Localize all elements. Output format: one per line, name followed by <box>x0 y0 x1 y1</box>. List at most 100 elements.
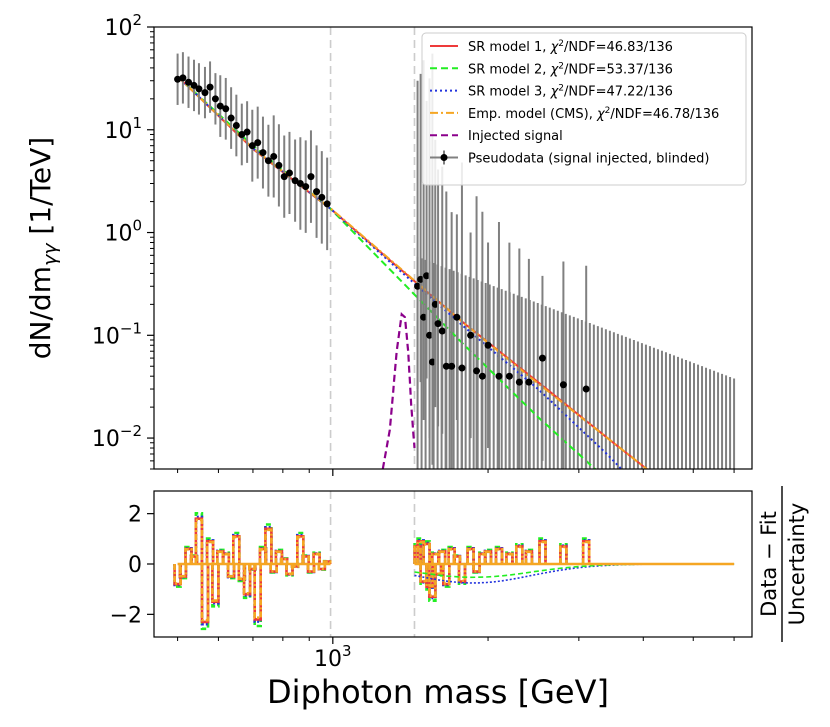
residual-vertical-lines <box>329 491 416 637</box>
y-tick-exp: −1 <box>120 319 142 337</box>
main-x-ticks <box>177 469 735 476</box>
data-point <box>423 272 431 280</box>
residual-y-axis-label: Data − Fit Uncertainty <box>757 486 809 642</box>
data-point <box>259 149 267 157</box>
y-tick-label-1: 101 <box>104 114 142 144</box>
y-tick-base: 10 <box>92 427 120 452</box>
residual-steps-3 <box>173 518 591 622</box>
data-point <box>559 381 567 389</box>
data-point <box>434 320 442 328</box>
y-tick-exp: 0 <box>132 217 142 235</box>
x-tick-exp: 3 <box>342 642 352 660</box>
data-point <box>414 282 422 290</box>
residual-tail-model2 <box>414 563 735 579</box>
data-point <box>525 378 533 386</box>
legend-label-pre: SR model 3, <box>468 85 551 100</box>
data-point <box>442 362 450 370</box>
legend-chi: χ <box>550 40 560 55</box>
legend-label-pre: Injected signal <box>468 129 563 144</box>
residual-plot-panel: −2 0 2 103 Data − Fit Uncertainty <box>110 486 809 672</box>
data-point <box>313 188 321 196</box>
legend-data-marker <box>440 154 448 161</box>
legend-chi-exp: 2 <box>558 61 564 71</box>
data-point <box>275 161 283 169</box>
x-axis-label: Diphoton mass [GeV] <box>267 673 609 711</box>
data-point <box>495 372 503 380</box>
data-point <box>448 362 456 370</box>
data-point <box>453 313 461 321</box>
data-point <box>505 372 513 380</box>
y-tick-base: 10 <box>104 222 132 247</box>
data-point <box>243 128 251 136</box>
data-point <box>582 385 590 393</box>
data-point <box>179 74 187 82</box>
data-point <box>248 142 256 150</box>
data-point <box>323 200 331 208</box>
data-point <box>538 354 546 362</box>
main-vertical-lines <box>329 27 416 469</box>
legend-chi-exp: 2 <box>558 84 564 94</box>
data-point <box>438 327 446 335</box>
residual-label-denominator: Uncertainty <box>785 503 809 626</box>
data-point <box>222 105 230 113</box>
legend-label-pre: SR model 1, <box>468 40 551 55</box>
legend-chi: χ <box>596 107 606 122</box>
data-point <box>216 102 224 110</box>
legend-label-post: /NDF=53.37/136 <box>564 62 673 77</box>
data-point <box>426 331 434 339</box>
y-tick-label-3: 10−1 <box>92 319 142 349</box>
y-tick-label-2: 100 <box>104 217 142 247</box>
data-point <box>478 372 486 380</box>
legend-chi: χ <box>550 62 560 77</box>
data-point <box>254 139 262 147</box>
data-point <box>270 152 278 160</box>
legend-chi-exp: 2 <box>558 39 564 49</box>
data-point <box>428 358 436 366</box>
ylabel-unit: [1/TeV] <box>24 137 57 244</box>
data-point <box>417 275 425 283</box>
data-point <box>473 367 481 375</box>
legend-label-1: SR model 2, χ2/NDF=53.37/136 <box>468 61 673 77</box>
residual-label-numerator: Data − Fit <box>757 511 781 617</box>
y-tick-exp: −2 <box>120 422 142 440</box>
data-point <box>185 78 193 86</box>
data-point <box>174 75 182 83</box>
legend-label-4: Injected signal <box>468 129 563 144</box>
residual-bars <box>173 511 591 631</box>
legend-label-post: /NDF=46.78/136 <box>610 107 719 122</box>
data-point <box>201 89 209 97</box>
y-tick-base: 10 <box>104 119 132 144</box>
data-point <box>467 331 475 339</box>
legend-box <box>421 32 747 186</box>
x-tick-base: 10 <box>314 647 342 672</box>
y-tick-exp: 2 <box>132 11 142 29</box>
res-y-tick-label-0: −2 <box>110 603 142 628</box>
x-tick-label-1000: 103 <box>314 642 352 672</box>
legend-label-3: Emp. model (CMS), χ2/NDF=46.78/136 <box>468 106 719 122</box>
legend-chi: χ <box>550 85 560 100</box>
res-y-tick-label-2: 2 <box>128 503 142 528</box>
data-point <box>264 157 272 165</box>
y-tick-exp: 1 <box>132 114 142 132</box>
data-point <box>195 85 203 93</box>
data-point <box>211 95 219 103</box>
residual-steps-0 <box>173 511 591 631</box>
data-point <box>190 81 198 89</box>
y-tick-label-0: 102 <box>104 11 142 41</box>
ylabel-subscript: γγ <box>39 242 61 266</box>
legend-label-0: SR model 1, χ2/NDF=46.83/136 <box>468 39 673 55</box>
blinded-error-bars <box>416 256 736 469</box>
res-y-tick-label-1: 0 <box>128 553 142 578</box>
data-point <box>291 177 299 185</box>
ylabel-main-text: dN/dm <box>24 266 57 359</box>
residual-curve-tail <box>414 562 735 584</box>
series-line-4 <box>381 311 416 469</box>
data-point <box>458 364 466 372</box>
data-point <box>302 183 310 191</box>
y-tick-base: 10 <box>92 324 120 349</box>
legend-label-post: /NDF=46.83/136 <box>564 40 673 55</box>
residual-x-ticks: 103 <box>177 637 735 672</box>
data-point <box>232 122 240 130</box>
